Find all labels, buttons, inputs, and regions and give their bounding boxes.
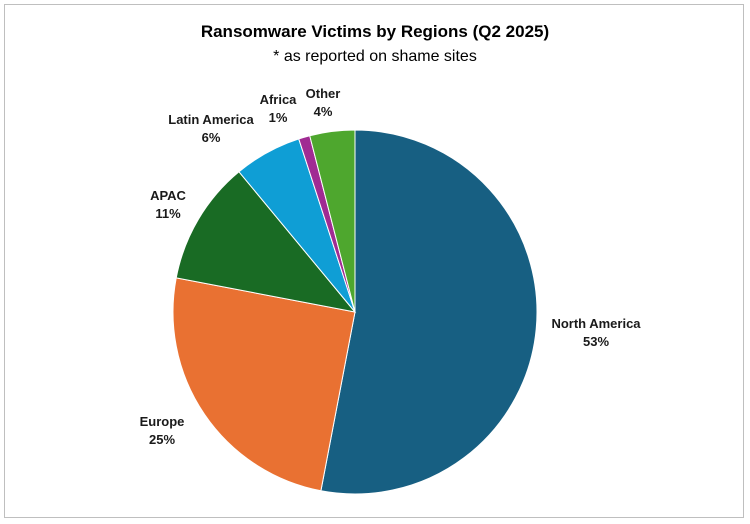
slice-label-other: Other — [306, 86, 341, 101]
slice-value-latin-america: 6% — [202, 130, 221, 145]
slice-value-north-america: 53% — [583, 334, 609, 349]
slice-value-apac: 11% — [155, 206, 181, 221]
chart-title: Ransomware Victims by Regions (Q2 2025) — [200, 22, 550, 41]
slice-value-africa: 1% — [269, 110, 288, 125]
slice-label-latin-america: Latin America — [168, 112, 254, 127]
slice-value-europe: 25% — [149, 432, 175, 447]
chart-subtitle: * as reported on shame sites — [273, 48, 477, 65]
pie-slice-other — [309, 129, 356, 313]
slice-label-apac: APAC — [150, 188, 186, 203]
slice-label-africa: Africa — [260, 92, 298, 107]
pie-slice-europe — [172, 277, 356, 492]
slice-label-north-america: North America — [551, 316, 641, 331]
slice-label-europe: Europe — [140, 414, 185, 429]
pie-slice-north-america — [320, 129, 538, 495]
pie-slice-apac — [175, 171, 357, 313]
slice-value-other: 4% — [314, 104, 333, 119]
